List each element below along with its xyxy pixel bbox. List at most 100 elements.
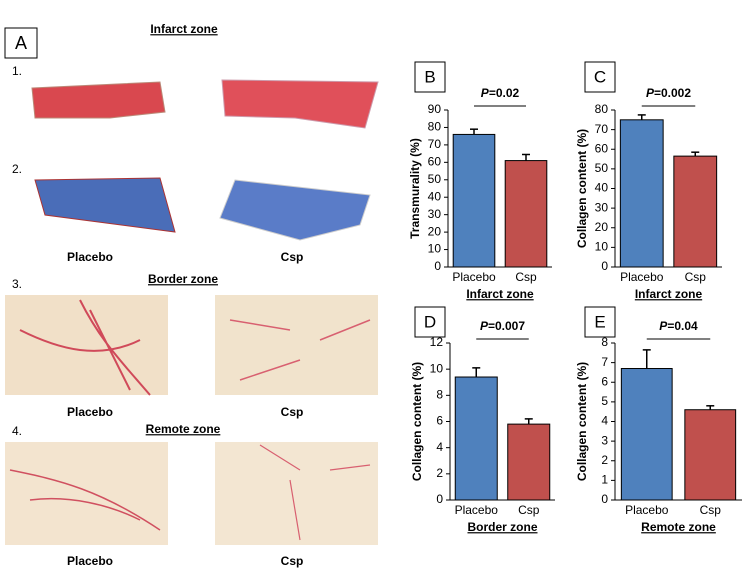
caption: Csp [281,250,304,264]
x-tick-label: Placebo [625,503,669,517]
x-axis-label: Border zone [467,520,537,534]
y-tick-label: 60 [428,155,442,169]
row-number: 1. [12,64,22,78]
x-tick-label: Placebo [455,503,499,517]
bar [620,368,673,501]
y-tick-label: 10 [430,361,444,375]
zone-heading: Remote zone [146,422,221,436]
histology-image [215,442,378,545]
y-tick-label: 6 [601,374,608,388]
caption: Placebo [67,405,113,419]
p-symbol: P [481,86,490,100]
y-tick-label: 8 [601,335,608,349]
y-tick-label: 40 [428,189,442,203]
y-axis-label: Transmurality (%) [408,138,422,239]
y-tick-label: 0 [434,259,441,273]
panel-label: B [424,67,435,86]
y-tick-label: 8 [436,388,443,402]
y-tick-label: 1 [601,473,608,487]
y-axis-label: Collagen content (%) [410,362,424,481]
y-tick-label: 7 [601,355,608,369]
p-symbol: P [646,86,655,100]
panel-label: A [15,33,27,53]
row-number: 4. [12,424,22,438]
y-tick-label: 0 [601,492,608,506]
fiber [259,444,371,541]
zone-heading: Infarct zone [150,22,218,36]
p-symbol: P [659,319,668,333]
histology-image [5,442,168,545]
y-tick-label: 30 [428,207,442,221]
y-tick-label: 70 [428,137,442,151]
panel-label: D [424,312,436,331]
x-tick-label: Csp [518,503,540,517]
panel-label: E [594,312,605,331]
y-tick-label: 12 [430,335,444,349]
panel-box [584,61,616,93]
y-axis-label: Collagen content (%) [575,362,589,481]
p-symbol: P [480,319,489,333]
y-tick-label: 30 [595,200,609,214]
histology-image [31,81,166,119]
panel-box [584,306,616,338]
y-axis-label: Collagen content (%) [575,129,589,248]
row-number: 2. [12,162,22,176]
p-value: P=0.007 [480,319,525,333]
histology-image [219,179,371,241]
y-tick-label: 90 [428,102,442,116]
y-tick-label: 2 [601,453,608,467]
fiber [19,299,151,396]
y-tick-label: 60 [595,141,609,155]
caption: Csp [281,554,304,568]
panel-box [414,306,446,338]
bar [684,409,737,501]
y-tick-label: 70 [595,122,609,136]
y-tick-label: 50 [428,172,442,186]
y-tick-label: 20 [595,220,609,234]
y-tick-label: 6 [436,414,443,428]
bar [504,160,548,268]
y-tick-label: 10 [428,242,442,256]
histology-image [34,177,176,233]
p-text: =0.007 [488,319,525,333]
panel-label: C [594,67,606,86]
x-axis-label: Infarct zone [635,287,703,301]
caption: Csp [281,405,304,419]
x-axis-label: Remote zone [641,520,716,534]
y-tick-label: 40 [595,181,609,195]
caption: Placebo [67,250,113,264]
fiber [9,469,161,531]
bar [454,376,498,501]
y-tick-label: 20 [428,224,442,238]
x-tick-label: Csp [515,270,537,284]
bar [452,133,496,268]
histology-image [221,79,379,129]
y-tick-label: 0 [436,492,443,506]
bar [673,155,718,268]
x-tick-label: Placebo [452,270,496,284]
row-number: 3. [12,277,22,291]
p-text: =0.04 [667,319,698,333]
x-tick-label: Csp [685,270,707,284]
y-tick-label: 0 [601,259,608,273]
zone-heading: Border zone [148,272,218,286]
y-tick-label: 3 [601,433,608,447]
y-tick-label: 80 [595,102,609,116]
p-text: =0.002 [654,86,691,100]
p-text: =0.02 [489,86,520,100]
y-tick-label: 50 [595,161,609,175]
x-tick-label: Placebo [620,270,664,284]
panel-box [414,61,446,93]
p-value: P=0.002 [646,86,691,100]
fiber [229,319,371,381]
histology-image [5,295,168,395]
y-tick-label: 80 [428,120,442,134]
y-tick-label: 5 [601,394,608,408]
histology-image [215,295,378,395]
x-axis-label: Infarct zone [466,287,534,301]
y-tick-label: 10 [595,240,609,254]
x-tick-label: Csp [700,503,722,517]
caption: Placebo [67,554,113,568]
p-value: P=0.04 [659,319,698,333]
